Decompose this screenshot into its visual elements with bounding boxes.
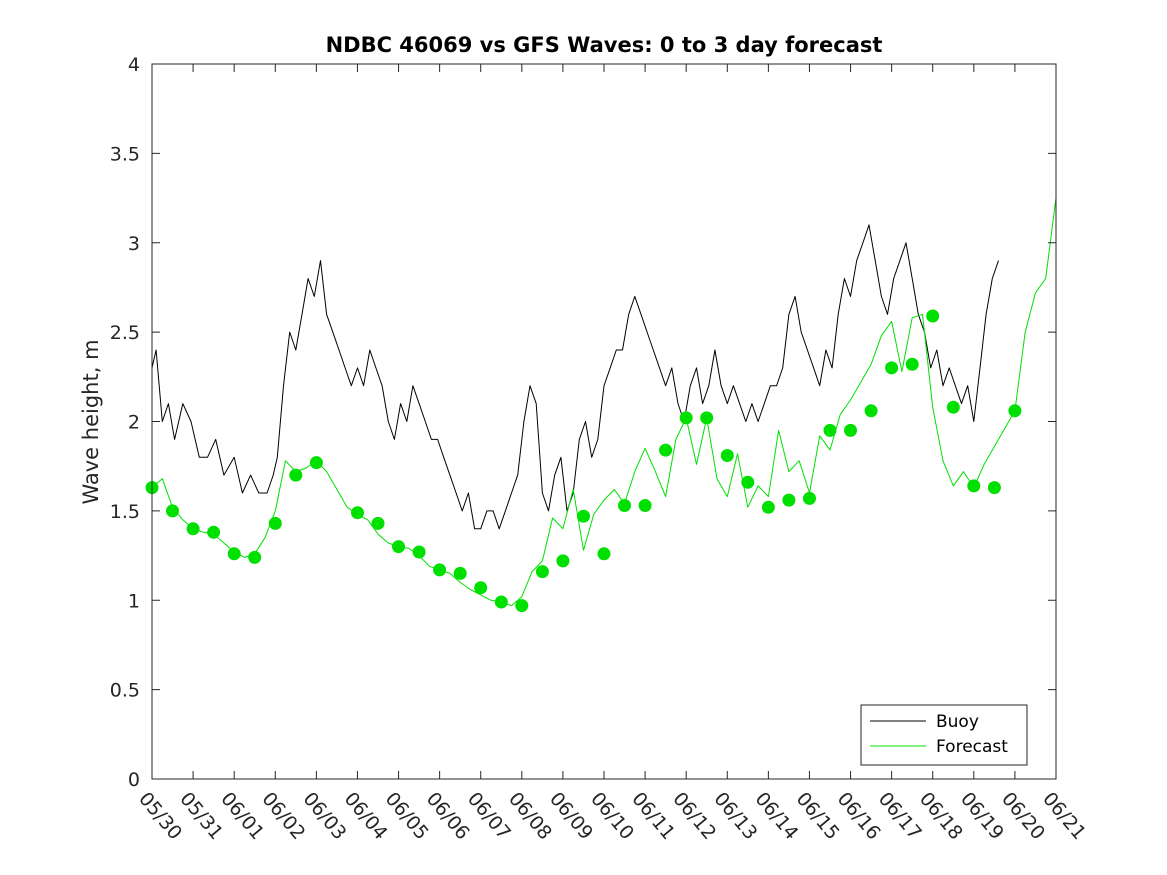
forecast-marker [392, 540, 405, 554]
forecast-marker [844, 423, 857, 437]
forecast-marker [597, 547, 611, 561]
forecast-marker [577, 509, 590, 523]
forecast-marker [309, 456, 323, 470]
chart-title: NDBC 46069 vs GFS Waves: 0 to 3 day fore… [326, 33, 883, 57]
y-tick-label: 1 [128, 590, 140, 612]
legend-buoy-label: Buoy [936, 712, 979, 732]
forecast-marker [905, 357, 919, 371]
series-line-buoy [151, 224, 999, 530]
forecast-marker [885, 361, 899, 375]
forecast-marker [535, 565, 549, 579]
forecast-marker [412, 545, 426, 559]
legend: Buoy Forecast [860, 704, 1028, 766]
y-axis-label: Wave height, m [79, 339, 103, 504]
y-tick-label: 1.5 [110, 501, 140, 523]
forecast-marker [761, 500, 775, 514]
y-tick-label: 2.5 [110, 322, 140, 344]
y-tick-label: 0.5 [110, 680, 140, 702]
forecast-marker [720, 449, 734, 462]
forecast-marker [679, 411, 693, 425]
forecast-marker [433, 563, 447, 577]
forecast-marker [946, 400, 960, 414]
forecast-marker [515, 599, 529, 613]
forecast-marker [823, 423, 837, 437]
forecast-marker [186, 522, 200, 536]
forecast-marker [741, 475, 755, 489]
forecast-marker [166, 504, 179, 518]
forecast-marker [1008, 404, 1022, 418]
forecast-marker [494, 595, 508, 609]
y-tick-label: 3.5 [110, 143, 140, 165]
forecast-marker [371, 516, 385, 530]
forecast-marker [782, 493, 796, 507]
series-line-forecast [151, 198, 1057, 607]
forecast-marker [207, 525, 221, 539]
forecast-marker [289, 468, 303, 482]
forecast-marker [351, 506, 364, 520]
forecast-marker [926, 309, 940, 323]
legend-box [860, 704, 1028, 766]
y-tick-label: 4 [128, 54, 140, 76]
y-tick-label: 2 [128, 412, 140, 434]
y-tick-label: 3 [128, 233, 140, 255]
forecast-marker [864, 404, 878, 418]
forecast-marker [987, 481, 1001, 495]
forecast-marker [248, 550, 262, 564]
forecast-marker [227, 547, 241, 561]
y-tick-label: 0 [128, 769, 140, 791]
forecast-marker [618, 499, 631, 512]
forecast-marker [474, 581, 488, 595]
forecast-marker [967, 479, 981, 493]
forecast-marker [556, 554, 570, 568]
forecast-marker [700, 411, 714, 425]
forecast-marker [638, 499, 652, 512]
legend-forecast-label: Forecast [936, 737, 1008, 757]
forecast-marker [659, 443, 673, 457]
forecast-marker [268, 516, 282, 530]
forecast-marker [453, 566, 467, 580]
forecast-marker [803, 491, 816, 505]
